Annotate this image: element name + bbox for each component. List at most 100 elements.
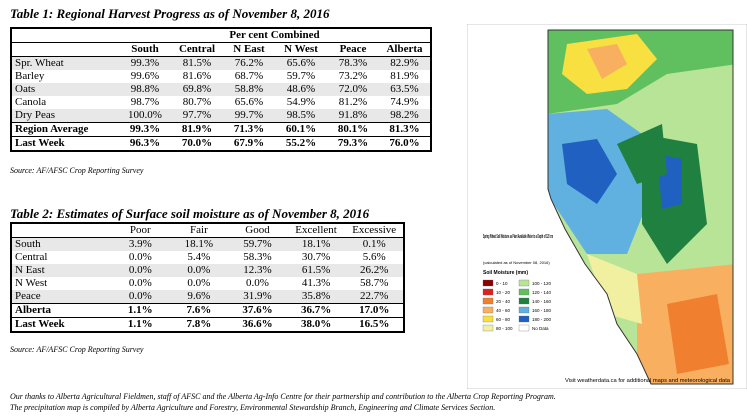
cell: 26.2% (345, 264, 404, 277)
cell: 7.6% (169, 303, 229, 318)
row-label: Peace (11, 290, 111, 304)
cell: 98.5% (275, 109, 327, 123)
cell: 99.7% (223, 109, 275, 123)
table-row: Spr. Wheat 99.3% 81.5% 76.2% 65.6% 78.3% 82.9% (11, 56, 431, 70)
table-row: South 3.9% 18.1% 59.7% 18.1% 0.1% (11, 237, 404, 251)
cell: 81.9% (171, 122, 223, 137)
cell: 61.5% (286, 264, 346, 277)
column-header: Good (228, 223, 287, 238)
province-outline (547, 29, 734, 385)
cell: 7.8% (169, 317, 229, 332)
row-label: N West (15, 277, 48, 289)
footnote: Our thanks to Alberta Agricultural Field… (10, 392, 556, 401)
table-row: Central 0.0% 5.4% 58.3% 30.7% 5.6% (11, 251, 404, 264)
row-label: Barley (15, 70, 45, 82)
column-header: Peace (327, 42, 379, 57)
row-label: Alberta (11, 303, 111, 318)
row-label: Region Average (11, 122, 119, 137)
table-row: Peace 0.0% 9.6% 31.9% 35.8% 22.7% (11, 290, 404, 304)
legend: Spring Wheat Soil Moisture as Plant Avai… (479, 228, 557, 336)
cell: 12.3% (228, 264, 287, 277)
table-row: Last Week 96.3% 70.0% 67.9% 55.2% 79.3% 76.0% (11, 136, 431, 151)
cell: 22.7% (345, 290, 404, 304)
cell: 74.9% (390, 96, 419, 108)
cell: 63.5% (379, 83, 431, 96)
legend-label: 140 - 160 (532, 299, 552, 304)
cell: 16.5% (345, 317, 404, 332)
cell: 58.3% (243, 251, 272, 263)
legend-label: 0 - 10 (496, 281, 508, 286)
cell: 1.1% (111, 303, 170, 318)
map-footer: Visit weatherdata.ca for additional maps… (565, 378, 730, 384)
cell: 54.9% (286, 96, 316, 108)
legend-label: 180 - 200 (532, 317, 552, 322)
column-header: Alberta (379, 42, 431, 57)
legend-swatch (482, 279, 494, 287)
legend-label: 160 - 180 (532, 308, 552, 313)
cell: 65.6% (234, 96, 264, 108)
column-header: Poor (111, 223, 170, 238)
cell (11, 42, 119, 57)
cell: 81.6% (182, 70, 212, 82)
table-row: Last Week 1.1% 7.8% 36.6% 38.0% 16.5% (11, 317, 404, 332)
table-row: Oats 98.8% 69.8% 58.8% 48.6% 72.0% 63.5% (11, 83, 431, 96)
footnote: The precipitation map is compiled by Alb… (10, 403, 496, 412)
cell: 67.9% (223, 136, 275, 151)
cell: 59.7% (228, 237, 287, 251)
cell: 41.3% (301, 277, 331, 289)
map-fill (548, 30, 733, 384)
column-header: N West (275, 42, 327, 57)
cell: 30.7% (301, 251, 331, 263)
cell: 91.8% (327, 109, 379, 123)
row-label: Oats (11, 83, 119, 96)
legend-swatch (518, 306, 530, 314)
cell: 80.7% (182, 96, 212, 108)
legend-label: 100 - 120 (532, 281, 552, 286)
cell: 59.7% (286, 70, 316, 82)
group-header: Per cent Combined (119, 28, 431, 43)
table2-source: Source: AF/AFSC Crop Reporting Survey (10, 345, 144, 354)
cell (11, 223, 111, 238)
row-label: Dry Peas (11, 109, 119, 123)
cell: 48.6% (275, 83, 327, 96)
legend-label: 40 - 60 (496, 308, 511, 313)
cell: 0.0% (111, 264, 170, 277)
legend-label: No Data (532, 326, 549, 331)
legend-swatch (482, 297, 494, 305)
cell: 36.6% (228, 317, 287, 332)
row-label: Canola (15, 96, 47, 108)
row-label: Last Week (11, 136, 119, 151)
cell: 18.1% (286, 237, 346, 251)
legend-label: 10 - 20 (496, 290, 511, 295)
column-header-row: Poor Fair Good Excellent Excessive (11, 223, 404, 238)
cell: 73.2% (338, 70, 368, 82)
cell: 0.0% (246, 277, 269, 289)
table-row: N East 0.0% 0.0% 12.3% 61.5% 26.2% (11, 264, 404, 277)
legend-label: 20 - 40 (496, 299, 511, 304)
cell: 76.0% (379, 136, 431, 151)
cell: 36.7% (286, 303, 346, 318)
cell: 99.3% (119, 56, 171, 70)
legend-label: 60 - 80 (496, 317, 511, 322)
row-label: Spr. Wheat (11, 56, 119, 70)
table-row: Canola 98.7% 80.7% 65.6% 54.9% 81.2% 74.9% (11, 96, 431, 109)
harvest-table: Per cent Combined South Central N East N Wes… (10, 27, 432, 152)
cell: 71.3% (223, 122, 275, 137)
cell: 99.3% (119, 122, 171, 137)
legend-swatch (482, 315, 494, 323)
table-row: Barley 99.6% 81.6% 68.7% 59.7% 73.2% 81.9% (11, 70, 431, 83)
table-row: Region Average 99.3% 81.9% 71.3% 60.1% 80.1% 8… (11, 122, 431, 137)
cell: 35.8% (286, 290, 346, 304)
cell: 81.5% (171, 56, 223, 70)
cell: 97.7% (171, 109, 223, 123)
legend-swatch (482, 324, 494, 332)
cell: 76.2% (223, 56, 275, 70)
cell: 0.1% (345, 237, 404, 251)
cell: 17.0% (345, 303, 404, 318)
table1-title: Table 1: Regional Harvest Progress as of… (10, 6, 330, 21)
table-row: N West 0.0% 0.0% 0.0% 41.3% 58.7% (11, 277, 404, 290)
cell: 65.6% (275, 56, 327, 70)
cell: 37.6% (228, 303, 287, 318)
cell: 68.7% (234, 70, 264, 82)
cell: 96.3% (119, 136, 171, 151)
